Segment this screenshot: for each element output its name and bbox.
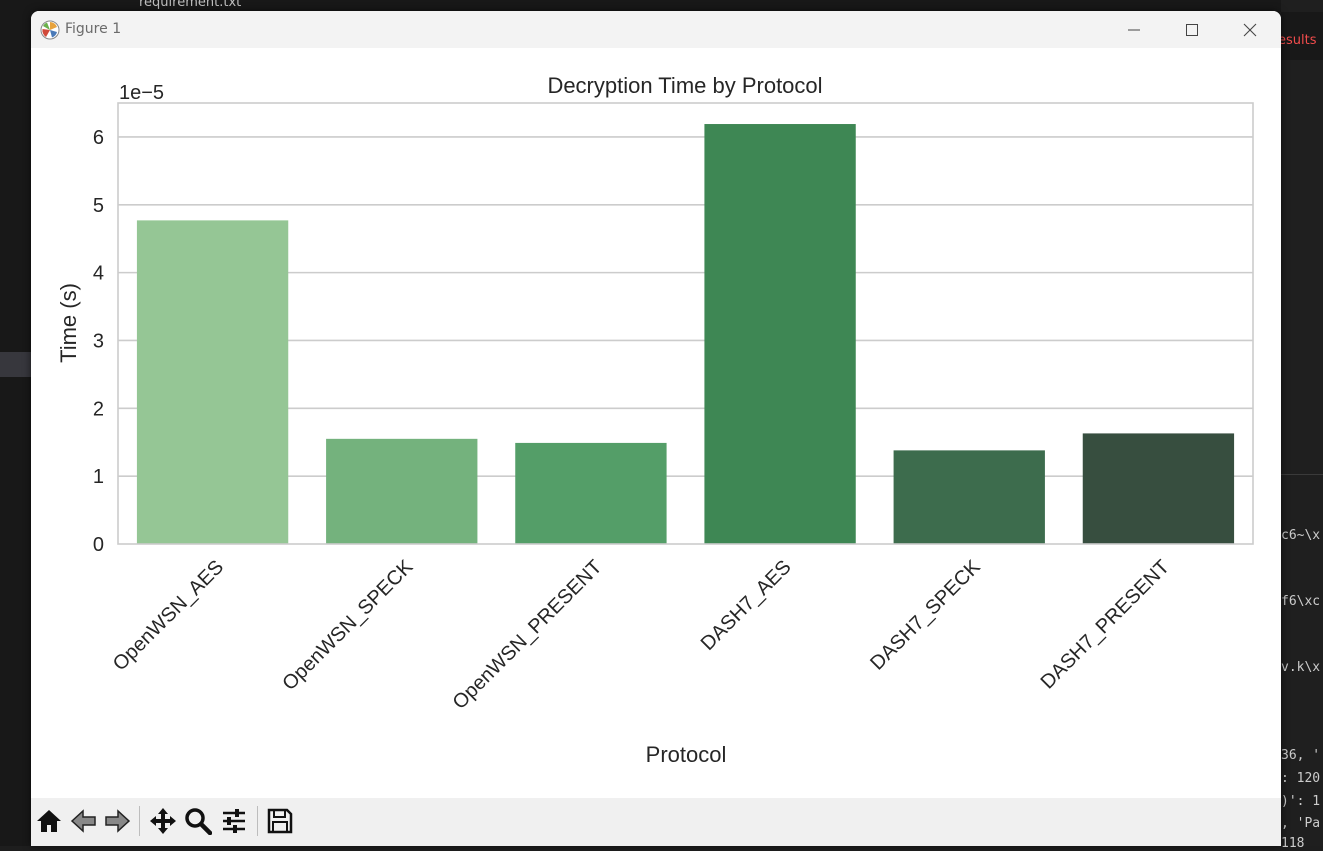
toolbar-separator: [257, 806, 258, 836]
y-tick-label: 4: [93, 263, 104, 285]
x-tick-labels: OpenWSN_AES OpenWSN_SPECK OpenWSN_PRESENT D…: [109, 556, 1174, 714]
results-tab-label[interactable]: esults: [1278, 33, 1317, 48]
forward-arrow-icon: [105, 809, 131, 833]
minimize-button[interactable]: [1105, 11, 1163, 48]
bar-openwsn-aes: [136, 220, 289, 544]
x-tick-label: DASH7_PRESENT: [1037, 556, 1174, 693]
y-tick-labels: 0 1 2 3 4 5 6: [93, 127, 104, 556]
save-icon: [267, 808, 293, 834]
y-tick-label: 3: [93, 330, 104, 352]
editor-selected-row: [0, 352, 31, 377]
grid-lines: [118, 136, 1253, 477]
panel-divider: [1281, 474, 1323, 475]
toolbar-separator: [139, 806, 140, 836]
bar-openwsn-present: [515, 442, 667, 544]
zoom-icon: [185, 808, 212, 835]
chart: 0 1 2 3 4 5 6 OpenWSN_AES OpenWSN_SPECK OpenWSN_…: [56, 73, 1254, 767]
bars: [136, 124, 1235, 544]
bar-dash7-aes: [704, 124, 856, 544]
home-icon: [37, 810, 61, 832]
y-offset-label: 1e−5: [119, 82, 164, 104]
pan-icon: [150, 808, 176, 834]
y-tick-label: 1: [93, 466, 104, 488]
close-icon: [1243, 23, 1257, 36]
terminal-line: v.k\x: [1281, 660, 1321, 675]
window-titlebar[interactable]: Figure 1: [31, 11, 1281, 48]
y-tick-label: 0: [93, 534, 104, 556]
terminal-line: c6~\x: [1281, 528, 1321, 543]
configure-subplots-button[interactable]: [218, 806, 250, 836]
x-tick-label: OpenWSN_PRESENT: [449, 556, 607, 714]
editor-activity-bar: [0, 0, 31, 846]
figure-window: Figure 1 0 1 2 3 4 5 6 OpenWSN_AES OpenWSN_SPEC…: [31, 11, 1281, 846]
x-axis-label: Protocol: [646, 742, 727, 767]
save-button[interactable]: [264, 806, 296, 836]
terminal-line: 36, ': [1281, 748, 1321, 763]
x-tick-label: DASH7_AES: [697, 556, 796, 655]
minimize-icon: [1128, 29, 1140, 30]
forward-button[interactable]: [101, 806, 133, 836]
home-button[interactable]: [33, 806, 65, 836]
bar-dash7-present: [1082, 433, 1235, 544]
axes-frame: [117, 102, 1254, 545]
configure-subplots-icon: [223, 809, 245, 833]
y-tick-label: 2: [93, 398, 104, 420]
terminal-line: )': 1: [1281, 794, 1321, 809]
bar-dash7-speck: [893, 450, 1045, 544]
maximize-button[interactable]: [1163, 11, 1221, 48]
x-tick-label: DASH7_SPECK: [866, 556, 985, 675]
zoom-button[interactable]: [182, 806, 214, 836]
editor-right-panel: [1281, 0, 1323, 846]
chart-title: Decryption Time by Protocol: [547, 73, 822, 98]
y-tick-label: 5: [93, 195, 104, 217]
bar-openwsn-speck: [326, 438, 478, 544]
y-tick-label: 6: [93, 127, 104, 149]
close-button[interactable]: [1221, 11, 1279, 48]
y-axis-label: Time (s): [56, 283, 81, 363]
maximize-icon: [1186, 23, 1198, 36]
matplotlib-app-icon: [40, 20, 60, 40]
editor-tab-strip: requirement.txt: [31, 0, 1281, 12]
editor-right-tabbar: [1281, 12, 1323, 60]
terminal-line: : 120: [1281, 771, 1321, 786]
x-tick-label: OpenWSN_SPECK: [278, 556, 417, 695]
x-tick-label: OpenWSN_AES: [109, 556, 228, 675]
pan-button[interactable]: [147, 806, 179, 836]
terminal-line: , 'Pa: [1281, 816, 1321, 831]
terminal-line: f6\xc: [1281, 594, 1321, 609]
navigation-toolbar: [31, 798, 1281, 846]
back-button[interactable]: [68, 806, 100, 836]
back-arrow-icon: [70, 809, 96, 833]
editor-file-tab[interactable]: requirement.txt: [139, 0, 242, 10]
terminal-line: 118: [1281, 836, 1305, 851]
window-title: Figure 1: [65, 21, 122, 37]
